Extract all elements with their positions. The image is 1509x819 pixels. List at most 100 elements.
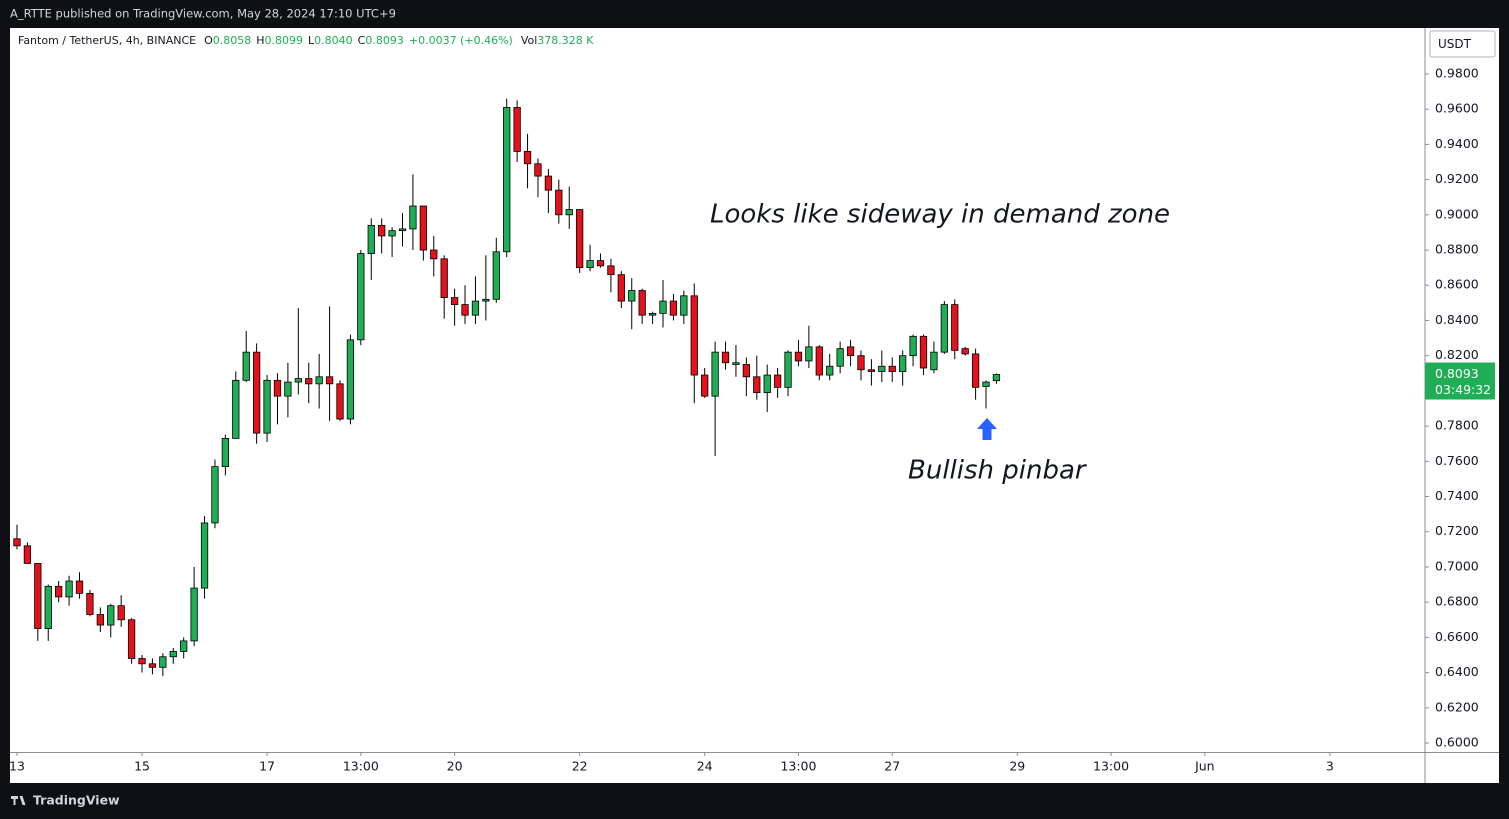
- candle: [450, 288, 459, 326]
- logo-text: TradingView: [33, 793, 120, 808]
- candle-body: [784, 351, 792, 388]
- y-tick-label: 0.9400: [1435, 136, 1479, 151]
- candle-body: [628, 290, 636, 302]
- y-tick-label: 0.6600: [1435, 629, 1479, 644]
- candle: [711, 341, 719, 457]
- candle: [242, 331, 250, 383]
- candle-body: [232, 379, 240, 439]
- x-tick-label: 17: [259, 759, 275, 774]
- candle: [628, 278, 636, 330]
- candle-body: [44, 585, 52, 629]
- candle: [690, 283, 698, 404]
- y-tick-label: 0.8200: [1435, 347, 1479, 362]
- x-tick-label: 13: [9, 759, 25, 774]
- candle-body: [86, 592, 94, 615]
- x-tick-label: 24: [697, 759, 713, 774]
- candle-body: [565, 209, 573, 216]
- candle-body: [607, 265, 615, 276]
- volume-value: 378.328 K: [537, 34, 594, 47]
- candle-body: [263, 379, 271, 434]
- publisher: A_RTTE published on TradingView.com, May…: [10, 7, 396, 21]
- x-tick-label: 13:00: [1093, 759, 1129, 774]
- candle-body: [513, 107, 521, 152]
- candle-body: [159, 656, 167, 668]
- candle: [221, 434, 230, 476]
- currency-box[interactable]: [1429, 30, 1496, 58]
- candle-body: [503, 107, 511, 253]
- candle: [878, 350, 886, 383]
- candle: [909, 334, 917, 367]
- candle: [503, 98, 511, 258]
- candle-body: [430, 249, 438, 260]
- candle-body: [690, 295, 698, 376]
- candle-body: [888, 365, 896, 372]
- change: +0.0037 (+0.46%): [409, 34, 513, 47]
- candle: [34, 563, 42, 641]
- candle: [148, 658, 157, 675]
- countdown: 03:49:32: [1435, 382, 1491, 397]
- candle-body: [794, 351, 803, 362]
- candle-body: [471, 300, 480, 316]
- x-tick-label: 3: [1326, 759, 1334, 774]
- candle: [857, 350, 865, 381]
- candle: [836, 341, 844, 374]
- candle-body: [242, 351, 250, 381]
- candle: [75, 572, 84, 599]
- candle: [211, 459, 219, 529]
- candle-body: [55, 585, 63, 598]
- candle-body: [75, 580, 84, 594]
- candle: [232, 371, 240, 439]
- candle-body: [96, 614, 104, 626]
- y-tick-label: 0.6000: [1435, 735, 1479, 750]
- candle: [325, 306, 334, 421]
- candle: [826, 353, 834, 381]
- candle-body: [148, 663, 157, 668]
- candle: [607, 258, 615, 293]
- symbol-legend: Fantom / TetherUS, 4h, BINANCE O0.8058 H0.…: [18, 34, 594, 47]
- candle: [544, 169, 553, 214]
- candle: [742, 357, 750, 397]
- last-price-tag: [1425, 362, 1495, 400]
- candle-body: [200, 522, 209, 589]
- candle: [763, 364, 771, 413]
- candle-body: [826, 365, 834, 376]
- candle: [169, 647, 177, 664]
- candle: [430, 235, 438, 277]
- candle-body: [221, 438, 230, 467]
- candle-body: [992, 374, 1001, 382]
- y-tick-label: 0.6400: [1435, 664, 1479, 679]
- candle: [888, 357, 896, 383]
- candle: [576, 209, 584, 273]
- candle-body: [867, 369, 876, 372]
- candle-body: [336, 383, 344, 420]
- candle-body: [815, 346, 823, 376]
- legend-label: O: [204, 34, 213, 47]
- candle: [138, 654, 146, 673]
- candle-body: [805, 346, 813, 362]
- y-tick-label: 0.7200: [1435, 523, 1479, 538]
- candle: [555, 179, 563, 224]
- candle: [23, 542, 32, 564]
- candle-body: [34, 563, 42, 629]
- volume-label: Vol: [521, 34, 537, 47]
- candle: [982, 380, 990, 409]
- candle-body: [878, 365, 886, 372]
- candle: [471, 276, 480, 324]
- candle: [992, 373, 1001, 384]
- candle: [596, 253, 605, 268]
- last-price: 0.8093: [1435, 366, 1479, 381]
- candle: [773, 367, 782, 398]
- candle-body: [763, 374, 771, 394]
- candle-body: [857, 355, 865, 371]
- candle: [346, 334, 355, 425]
- symbol: Fantom / TetherUS, 4h, BINANCE: [18, 34, 196, 47]
- y-tick-label: 0.7600: [1435, 453, 1479, 468]
- candle: [930, 341, 938, 374]
- candle: [721, 341, 730, 370]
- y-tick-label: 0.8800: [1435, 242, 1479, 257]
- candle-body: [680, 295, 688, 316]
- x-tick-label: 27: [884, 759, 900, 774]
- candle-body: [450, 297, 459, 306]
- candle: [815, 345, 823, 381]
